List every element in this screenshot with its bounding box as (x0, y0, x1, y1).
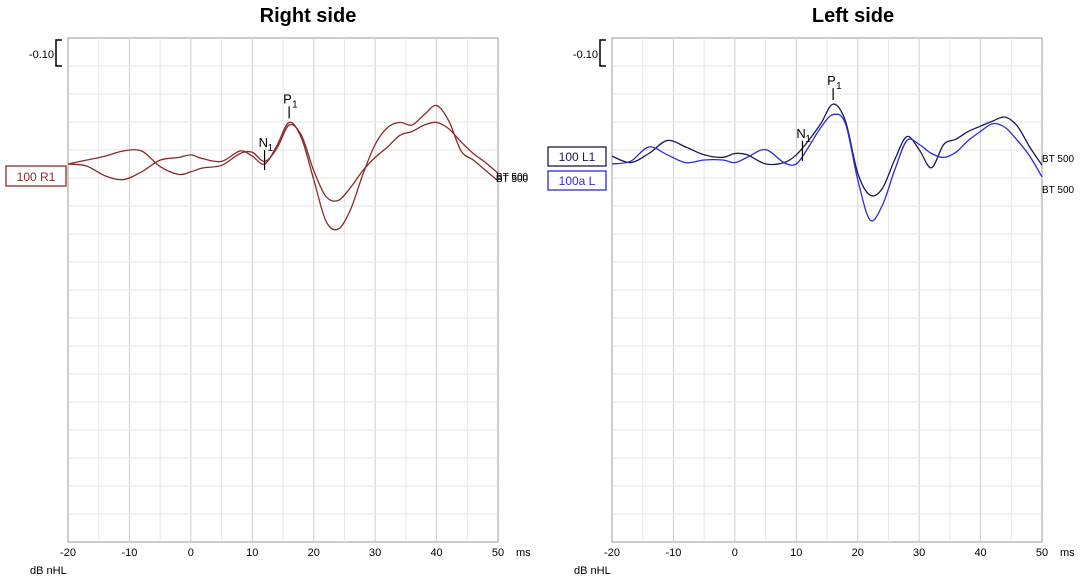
left-side-panel: Left side -0.10 P 1N 1 -20 -10 0 10 20 30 40 50 m… (547, 5, 1075, 577)
trace-label-box-1[interactable]: 100 L1 (547, 146, 607, 167)
x-axis-unit: ms (1060, 547, 1075, 559)
x-tick-label: 30 (369, 547, 381, 559)
peak-label-p1: P (827, 73, 836, 88)
end-label-1: BT 500 (1042, 154, 1074, 165)
chart-title: Left side (812, 5, 894, 27)
end-label-2: BT 500 (1042, 185, 1074, 196)
trace-label: 100 R1 (17, 170, 56, 184)
scale-bar (599, 39, 606, 67)
x-tick-label: 40 (430, 547, 442, 559)
y-axis-unit: dB nHL (574, 565, 611, 577)
chart-title: Right side (260, 5, 357, 27)
x-axis-ticks: -20 -10 0 10 20 30 40 50 (60, 547, 504, 559)
x-tick-label: 10 (246, 547, 258, 559)
peak-label-subscript: 1 (292, 99, 298, 110)
x-tick-label: 10 (790, 547, 802, 559)
x-tick-label: 0 (188, 547, 194, 559)
waveform-series-1 (67, 104, 499, 231)
x-tick-label: 40 (974, 547, 986, 559)
right-side-panel: Right side -0.10 P 1N 1 -20 -10 0 10 20 30 40 50 … (5, 5, 531, 577)
waveform-traces (611, 103, 1043, 222)
end-label-2: BT 500 (496, 174, 528, 185)
x-axis-unit: ms (516, 547, 531, 559)
waveform-series-2 (67, 121, 499, 202)
peak-label-subscript: 1 (805, 134, 811, 145)
peak-label-n1: N (796, 126, 805, 141)
peak-label-subscript: 1 (836, 81, 842, 92)
trace-label-1: 100 L1 (559, 150, 596, 164)
x-tick-label: 20 (852, 547, 864, 559)
waveform-traces (67, 104, 499, 231)
x-tick-label: 50 (492, 547, 504, 559)
peak-label-subscript: 1 (268, 143, 274, 154)
peak-markers: P 1N 1 (796, 73, 842, 161)
trace-label-2: 100a L (559, 174, 596, 188)
trace-label-box[interactable]: 100 R1 (5, 165, 67, 187)
scale-bar (55, 39, 62, 67)
peak-label-n1: N (259, 135, 268, 150)
x-tick-label: 50 (1036, 547, 1048, 559)
x-tick-label: -20 (60, 547, 76, 559)
scale-label: -0.10 (573, 49, 598, 61)
x-tick-label: -20 (604, 547, 620, 559)
scale-label: -0.10 (29, 49, 54, 61)
x-axis-ticks: -20 -10 0 10 20 30 40 50 (604, 547, 1048, 559)
x-tick-label: 30 (913, 547, 925, 559)
x-tick-label: 0 (732, 547, 738, 559)
waveform-series-2 (611, 113, 1043, 222)
grid-lines (68, 38, 498, 542)
peak-label-p1: P (283, 91, 292, 106)
x-tick-label: -10 (665, 547, 681, 559)
y-axis-unit: dB nHL (30, 565, 67, 577)
x-tick-label: 20 (308, 547, 320, 559)
trace-label-box-2[interactable]: 100a L (547, 170, 607, 191)
x-tick-label: -10 (121, 547, 137, 559)
end-label-1: BT 500 (496, 172, 528, 183)
peak-markers: P 1N 1 (259, 91, 298, 170)
grid-lines (612, 38, 1042, 542)
